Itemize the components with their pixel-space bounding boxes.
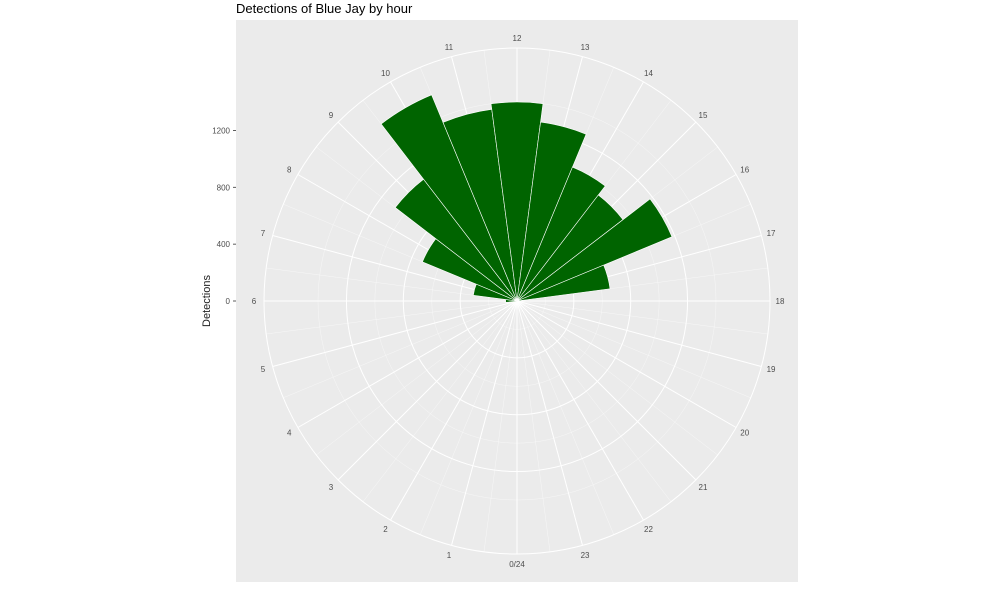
bar-hour-17 — [516, 264, 611, 302]
hour-label-18: 18 — [776, 297, 785, 306]
major-spoke — [516, 300, 697, 481]
hour-label-8: 8 — [287, 166, 292, 175]
minor-spoke — [516, 300, 718, 456]
minor-spoke — [483, 300, 518, 552]
bar-hour-10 — [380, 94, 518, 302]
y-tick-label: 800 — [217, 183, 231, 192]
minor-spoke — [266, 300, 518, 335]
hour-label-20: 20 — [740, 429, 749, 438]
minor-spoke — [362, 300, 518, 502]
minor-spoke — [283, 300, 518, 399]
hour-label-15: 15 — [699, 111, 708, 120]
bar-hour-13 — [516, 121, 587, 302]
major-spoke — [516, 300, 762, 367]
minor-spoke — [516, 300, 672, 502]
hour-label-10: 10 — [381, 69, 390, 78]
chart-title: Detections of Blue Jay by hour — [236, 1, 413, 16]
minor-spoke — [516, 300, 615, 535]
minor-spoke — [316, 300, 518, 456]
major-spoke — [297, 300, 518, 428]
minor-spoke — [516, 300, 751, 399]
minor-spoke — [516, 300, 768, 335]
y-axis: 0 400 800 1200 — [212, 126, 236, 306]
hour-label-6: 6 — [252, 297, 257, 306]
hour-label-9: 9 — [329, 111, 334, 120]
hour-label-1: 1 — [447, 551, 452, 560]
hour-label-0: 0/24 — [509, 560, 525, 569]
major-spoke — [272, 300, 518, 367]
major-spoke — [337, 300, 518, 481]
hour-label-11: 11 — [445, 43, 454, 52]
y-tick-label: 0 — [226, 297, 231, 306]
minor-spoke — [419, 300, 518, 535]
hour-label-7: 7 — [261, 229, 266, 238]
hour-label-3: 3 — [329, 483, 334, 492]
hour-label-14: 14 — [644, 69, 653, 78]
bar-hour-12 — [490, 101, 544, 302]
hour-label-13: 13 — [581, 43, 590, 52]
hour-label-5: 5 — [261, 365, 266, 374]
major-spoke — [451, 300, 518, 546]
hour-label-19: 19 — [767, 365, 776, 374]
hour-label-21: 21 — [699, 483, 708, 492]
bar-hour-14 — [516, 166, 606, 302]
minor-spoke — [516, 300, 551, 552]
bars — [380, 94, 673, 303]
hour-label-17: 17 — [767, 229, 776, 238]
hour-label-12: 12 — [513, 34, 522, 43]
bar-hour-16 — [516, 198, 673, 302]
hour-label-16: 16 — [740, 166, 749, 175]
hour-label-23: 23 — [581, 551, 590, 560]
hour-label-2: 2 — [383, 525, 388, 534]
major-spoke — [516, 300, 583, 546]
y-tick-label: 400 — [217, 240, 231, 249]
hour-labels: 0/24123456789101112131415161718192021222… — [252, 34, 785, 569]
major-spoke — [516, 300, 644, 521]
major-spoke — [390, 300, 518, 521]
major-spoke — [516, 300, 737, 428]
y-tick-label: 1200 — [212, 126, 230, 135]
hour-label-4: 4 — [287, 429, 292, 438]
hour-label-22: 22 — [644, 525, 653, 534]
